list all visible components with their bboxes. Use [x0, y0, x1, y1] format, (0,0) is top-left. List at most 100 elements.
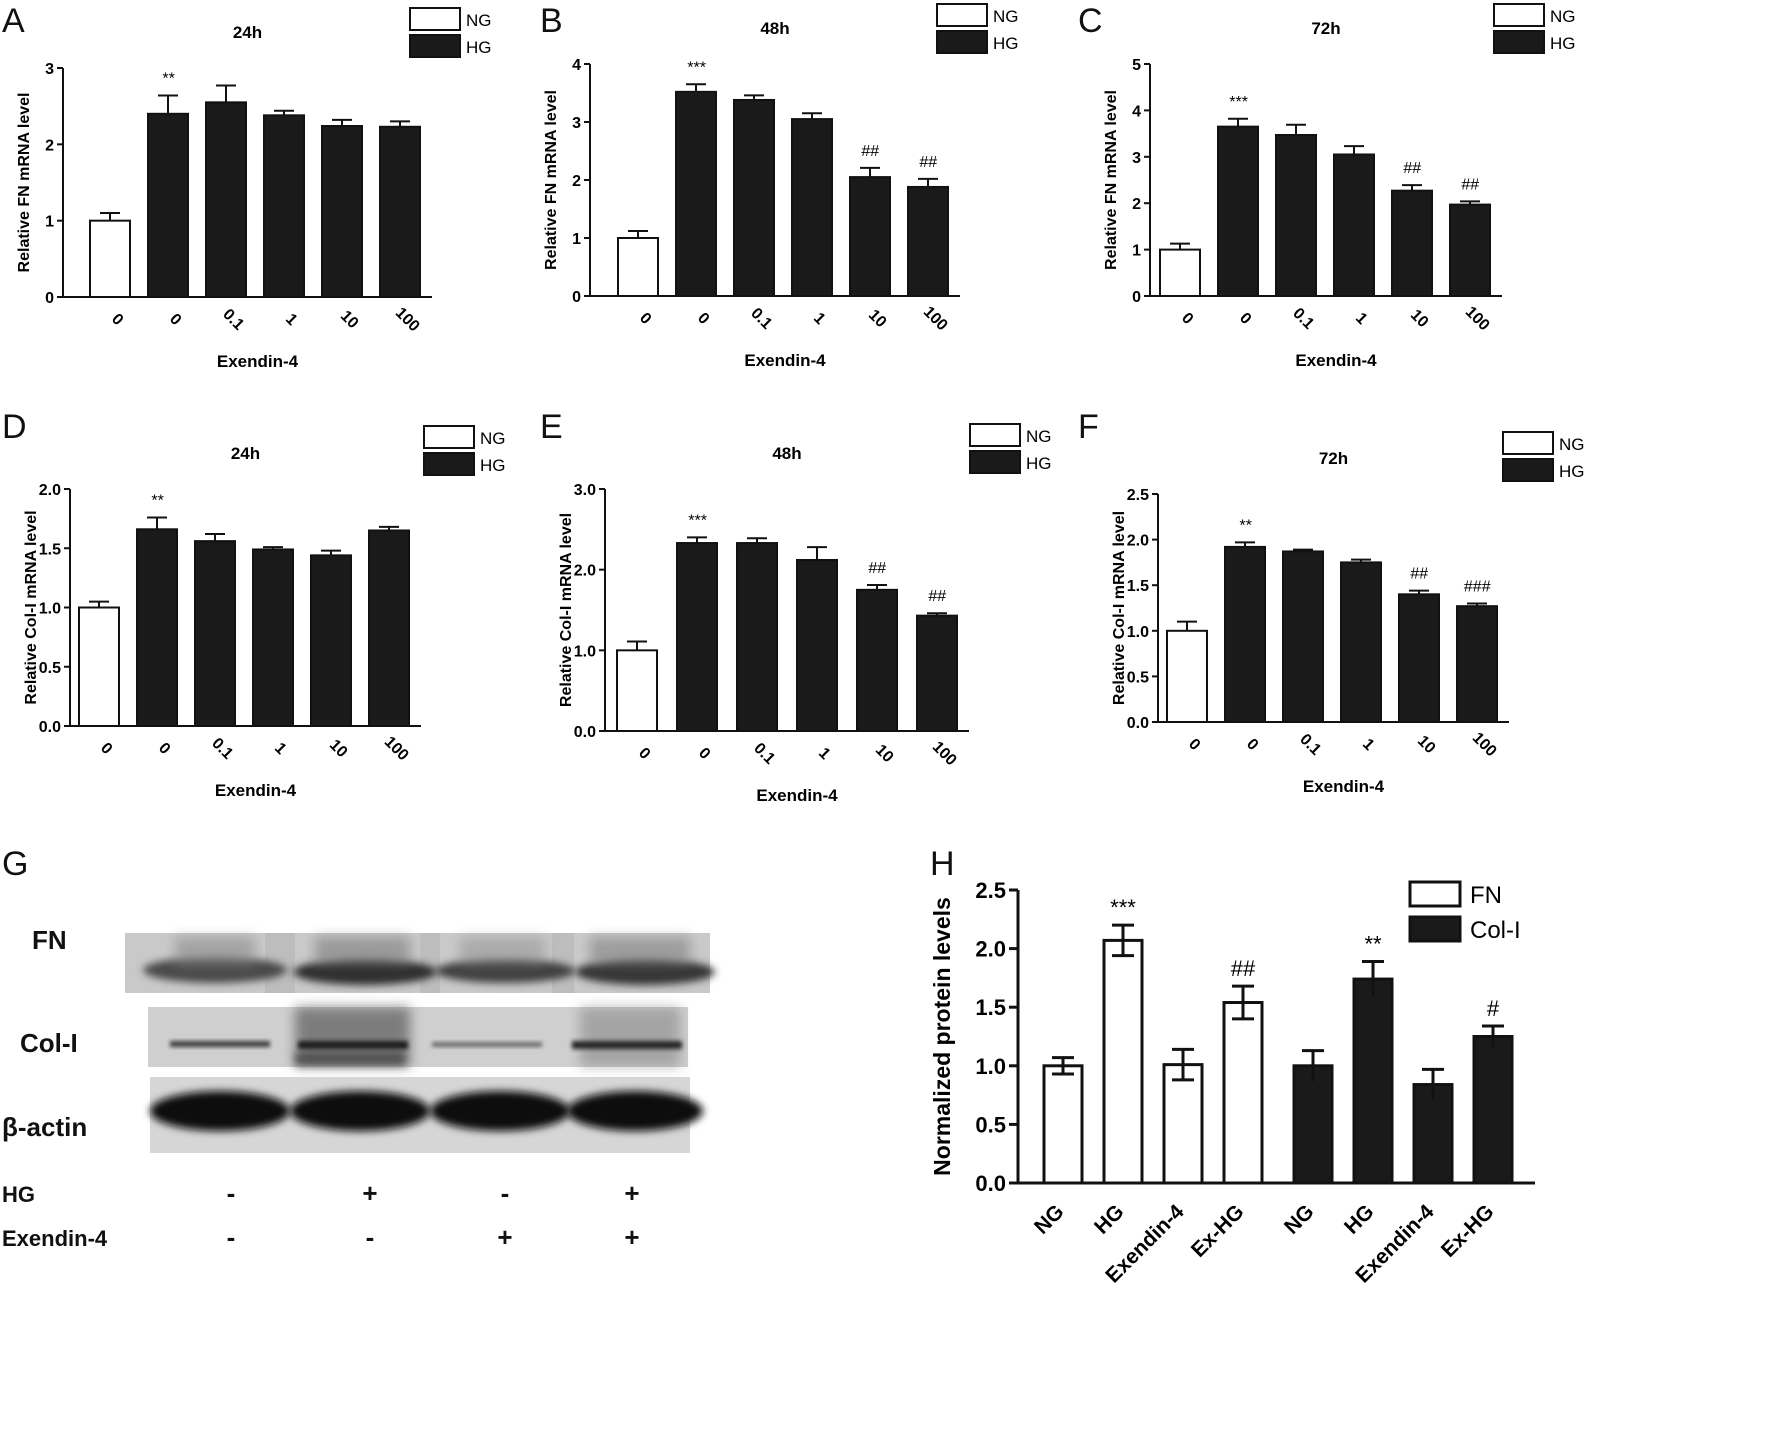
bar [1042, 1064, 1084, 1185]
significance-label: ## [861, 143, 880, 160]
x-tick-label: NG [1030, 1200, 1069, 1239]
bar [368, 529, 410, 727]
y-tick-label: 2.5 [1127, 487, 1149, 504]
y-tick-label: 4 [1132, 103, 1141, 120]
y-tick-label: 1.0 [975, 1054, 1006, 1079]
bar [78, 606, 120, 727]
bar [616, 649, 658, 732]
bar [1102, 938, 1144, 1185]
y-tick-label: 5 [1132, 57, 1141, 74]
y-tick-label: 0 [572, 289, 581, 306]
x-axis-label: Exendin-4 [744, 351, 826, 370]
condition-label-exendin-4: Exendin-4 [2, 1226, 108, 1251]
bar [252, 548, 294, 727]
y-axis-label: Relative Col-I mRNA level [1111, 511, 1128, 705]
bar [1282, 550, 1324, 723]
legend-label: NG [993, 7, 1019, 26]
bar [791, 118, 833, 297]
panel-label-c: C [1078, 2, 1103, 40]
bar [849, 176, 891, 298]
blot-row-label: β-actin [2, 1112, 88, 1142]
chart-title: 24h [233, 23, 262, 42]
bar [907, 185, 949, 298]
legend-label: NG [1026, 427, 1052, 446]
x-axis-label: Exendin-4 [1303, 777, 1385, 796]
chart-title: 48h [772, 444, 801, 463]
y-tick-label: 2 [572, 173, 581, 190]
bar [263, 114, 305, 299]
significance-label: ** [162, 70, 175, 87]
panel-label-a: A [2, 2, 25, 40]
x-tick-label: Ex-HG [1187, 1200, 1249, 1262]
condition-value: - [365, 1222, 375, 1252]
legend-swatch [1493, 30, 1545, 54]
legend-swatch [936, 30, 988, 54]
significance-label: ## [1403, 160, 1422, 177]
legend-swatch [1502, 458, 1554, 482]
condition-value: - [500, 1178, 510, 1208]
legend-swatch [969, 450, 1021, 474]
y-tick-label: 3 [45, 61, 54, 78]
x-tick-label: HG [1090, 1200, 1129, 1239]
panel-label-d: D [2, 408, 27, 446]
y-axis-label: Relative Col-I mRNA level [23, 510, 40, 704]
legend-label: NG [1559, 435, 1585, 454]
blot-row-label: Col-I [20, 1028, 78, 1058]
legend-label: NG [480, 429, 506, 448]
y-tick-label: 3 [572, 115, 581, 132]
y-tick-label: 2.0 [975, 937, 1006, 962]
bar [1159, 248, 1201, 298]
blot-strip-beta-actin [150, 1077, 703, 1153]
y-tick-label: 2 [45, 137, 54, 154]
bar [147, 112, 189, 298]
significance-label: ## [1410, 566, 1429, 583]
bar [676, 542, 718, 733]
legend-label: HG [1559, 462, 1585, 481]
bar [1340, 561, 1382, 724]
significance-label: ## [868, 560, 887, 577]
legend-swatch [423, 452, 475, 476]
bar [1398, 593, 1440, 724]
y-tick-label: 1.5 [39, 541, 61, 558]
legend-label: FN [1470, 882, 1502, 909]
legend-swatch [936, 3, 988, 27]
significance-label: ** [151, 492, 164, 509]
legend-label: Col-I [1470, 917, 1521, 944]
panel-label-e: E [540, 408, 563, 446]
y-tick-label: 1 [572, 231, 581, 248]
legend-label: NG [1550, 7, 1576, 26]
bar [1472, 1035, 1514, 1185]
y-tick-label: 4 [572, 57, 581, 74]
blot-row-label: FN [32, 925, 67, 955]
x-tick-label: NG [1280, 1200, 1319, 1239]
significance-label: ** [1239, 517, 1252, 534]
legend-label: HG [466, 38, 492, 57]
significance-label: *** [688, 512, 707, 529]
bar [89, 219, 131, 299]
y-tick-label: 0.0 [574, 724, 596, 741]
condition-value: + [362, 1178, 378, 1208]
chart-title: 72h [1319, 449, 1348, 468]
condition-value: + [624, 1178, 640, 1208]
y-tick-label: 2.0 [574, 563, 596, 580]
condition-value: + [624, 1222, 640, 1252]
y-tick-label: 0.0 [1127, 715, 1149, 732]
bar [136, 528, 178, 727]
y-tick-label: 0 [1132, 289, 1141, 306]
bar [1166, 629, 1208, 723]
y-tick-label: 0.5 [1127, 669, 1149, 686]
significance-label: ## [928, 588, 947, 605]
significance-label: ## [1461, 176, 1480, 193]
significance-label: *** [1229, 94, 1248, 111]
bar [310, 554, 352, 727]
y-tick-label: 1.5 [1127, 578, 1149, 595]
bar [1217, 125, 1259, 297]
bar [1412, 1083, 1454, 1185]
significance-label: ## [919, 154, 938, 171]
x-axis-label: Exendin-4 [215, 781, 297, 800]
